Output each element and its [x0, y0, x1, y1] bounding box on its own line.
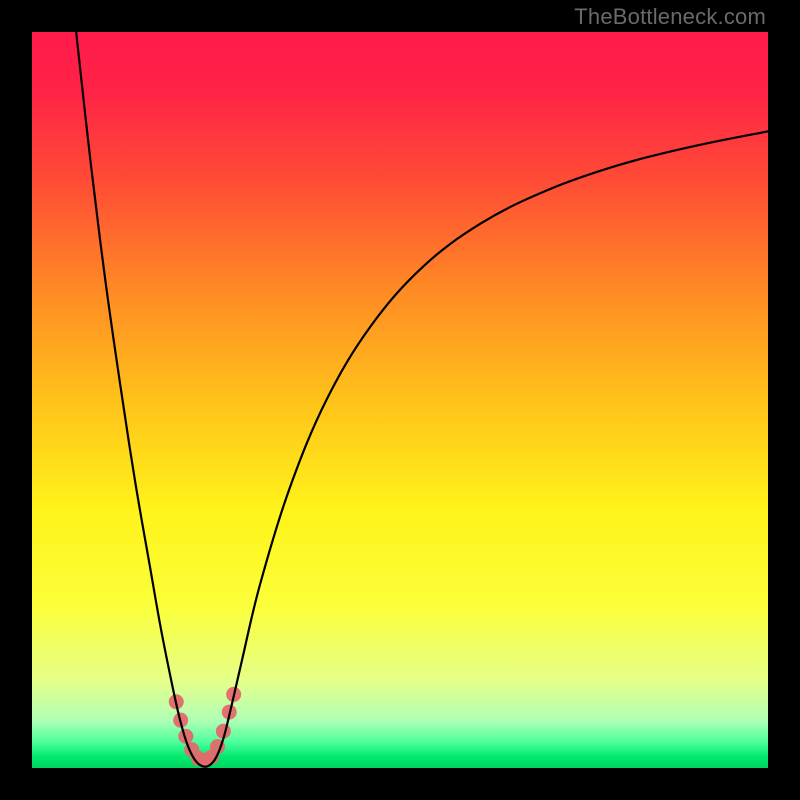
chart-svg	[32, 32, 768, 768]
watermark-text: TheBottleneck.com	[574, 4, 766, 30]
chart-frame: TheBottleneck.com	[0, 0, 800, 800]
chart-plot-area	[32, 32, 768, 768]
gradient-background	[32, 32, 768, 768]
